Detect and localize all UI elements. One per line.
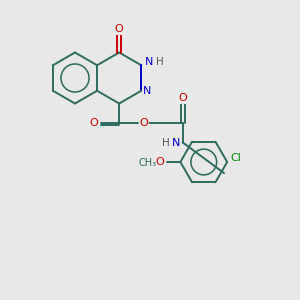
Text: O: O <box>155 157 164 167</box>
Text: N: N <box>145 57 153 67</box>
Text: O: O <box>115 24 124 34</box>
Text: N: N <box>143 86 152 96</box>
Text: Cl: Cl <box>231 153 242 164</box>
Text: O: O <box>178 93 187 103</box>
Text: N: N <box>172 137 180 148</box>
Text: H: H <box>162 138 170 148</box>
Text: O: O <box>140 118 148 128</box>
Text: O: O <box>90 118 98 128</box>
Text: CH₃: CH₃ <box>139 158 157 168</box>
Text: H: H <box>156 57 164 67</box>
